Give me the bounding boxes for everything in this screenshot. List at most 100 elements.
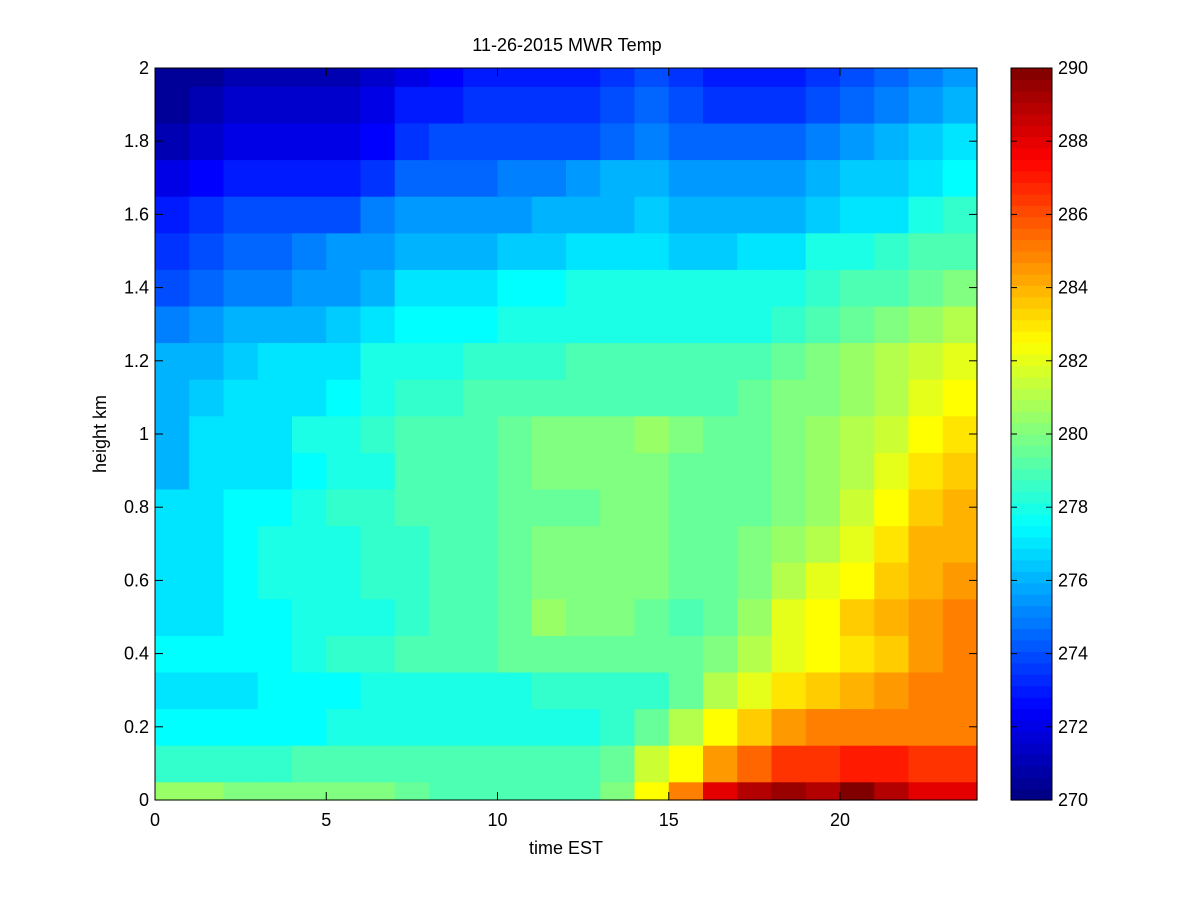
heatmap-cell — [257, 342, 293, 380]
heatmap-cell — [634, 342, 670, 380]
heatmap-cell — [668, 745, 704, 783]
heatmap-cell — [874, 415, 910, 453]
heatmap-cell — [668, 196, 704, 234]
heatmap-cell — [737, 525, 773, 563]
colorbar-segment — [1011, 296, 1052, 309]
colorbar-segment — [1011, 205, 1052, 218]
heatmap-cell — [360, 232, 396, 270]
heatmap-cell — [600, 452, 636, 490]
heatmap-cell — [840, 342, 875, 380]
heatmap-cell — [292, 159, 327, 197]
heatmap-cell — [429, 68, 464, 87]
colorbar-segment — [1011, 742, 1052, 755]
heatmap-cell — [566, 269, 601, 307]
heatmap-cell — [840, 122, 875, 161]
heatmap-cell — [292, 745, 327, 783]
heatmap-cell — [326, 671, 362, 710]
heatmap-cell — [360, 708, 396, 746]
colorbar-segment — [1011, 754, 1052, 767]
heatmap-cell — [223, 196, 259, 234]
heatmap-cell — [771, 635, 807, 673]
heatmap-cell — [908, 305, 944, 344]
heatmap-cell — [634, 86, 670, 124]
heatmap-cell — [531, 745, 567, 783]
heatmap-cell — [805, 708, 841, 746]
heatmap-cell — [429, 525, 464, 563]
colorbar-segment — [1011, 411, 1052, 424]
heatmap-cell — [257, 196, 293, 234]
heatmap-cell — [292, 379, 327, 417]
heatmap-cell — [942, 232, 978, 270]
heatmap-cell — [668, 379, 704, 417]
colorbar-tick-label: 274 — [1058, 644, 1088, 664]
colorbar-segment — [1011, 525, 1052, 538]
colorbar-segment — [1011, 136, 1052, 149]
heatmap-cell — [703, 671, 738, 710]
heatmap-cell — [531, 598, 567, 636]
colorbar-segment — [1011, 651, 1052, 664]
heatmap-cell — [566, 708, 601, 746]
heatmap-cell — [908, 342, 944, 380]
heatmap-cell — [840, 525, 875, 563]
heatmap-cell — [566, 86, 601, 124]
heatmap-cell — [463, 488, 499, 527]
heatmap-cell — [566, 488, 601, 527]
heatmap-cell — [566, 68, 601, 87]
heatmap-cell — [840, 598, 875, 636]
heatmap-cell — [531, 159, 567, 197]
heatmap-cell — [189, 232, 225, 270]
heatmap-cell — [634, 232, 670, 270]
x-axis-label: time EST — [529, 838, 603, 858]
heatmap-cell — [531, 68, 567, 87]
heatmap-cell — [942, 86, 978, 124]
heatmap-cell — [326, 708, 362, 746]
colorbar-segment — [1011, 662, 1052, 675]
heatmap-cell — [566, 379, 601, 417]
heatmap-cell — [531, 671, 567, 710]
heatmap-cell — [257, 598, 293, 636]
heatmap-cell — [771, 196, 807, 234]
heatmap-cell — [360, 488, 396, 527]
colorbar-segment — [1011, 674, 1052, 687]
heatmap-cell — [292, 598, 327, 636]
heatmap-cell — [668, 68, 704, 87]
heatmap-cell — [703, 708, 738, 746]
heatmap-cell — [189, 635, 225, 673]
heatmap-cell — [223, 86, 259, 124]
heatmap-cell — [394, 68, 430, 87]
heatmap-cell — [840, 68, 875, 87]
heatmap-cell — [360, 159, 396, 197]
colorbar-segment — [1011, 491, 1052, 504]
heatmap-cell — [566, 635, 601, 673]
heatmap-cell — [874, 452, 910, 490]
heatmap-cell — [703, 452, 738, 490]
y-tick-label: 0.4 — [124, 644, 149, 664]
heatmap-cell — [703, 525, 738, 563]
heatmap-cell — [600, 708, 636, 746]
heatmap-cell — [805, 68, 841, 87]
heatmap-cell — [155, 781, 190, 801]
heatmap-cell — [737, 745, 773, 783]
heatmap-cell — [703, 159, 738, 197]
heatmap-cell — [703, 196, 738, 234]
heatmap-cell — [326, 342, 362, 380]
heatmap-cell — [531, 196, 567, 234]
heatmap-cell — [737, 86, 773, 124]
heatmap-cell — [189, 488, 225, 527]
heatmap-cell — [531, 635, 567, 673]
heatmap-cell — [257, 708, 293, 746]
colorbar: 270 272 274 276 278 280 282 284 286 288 290 — [1010, 58, 1088, 810]
colorbar-tick-label: 270 — [1058, 790, 1088, 810]
colorbar-segment — [1011, 125, 1052, 138]
heatmap-cell — [600, 488, 636, 527]
heatmap-cell — [223, 232, 259, 270]
heatmap-cell — [394, 488, 430, 527]
x-tick-label: 5 — [321, 810, 331, 830]
heatmap-cell — [394, 232, 430, 270]
heatmap-cell — [634, 379, 670, 417]
heatmap-cell — [908, 452, 944, 490]
colorbar-segment — [1011, 388, 1052, 401]
heatmap-cell — [634, 781, 670, 801]
heatmap-cell — [600, 598, 636, 636]
